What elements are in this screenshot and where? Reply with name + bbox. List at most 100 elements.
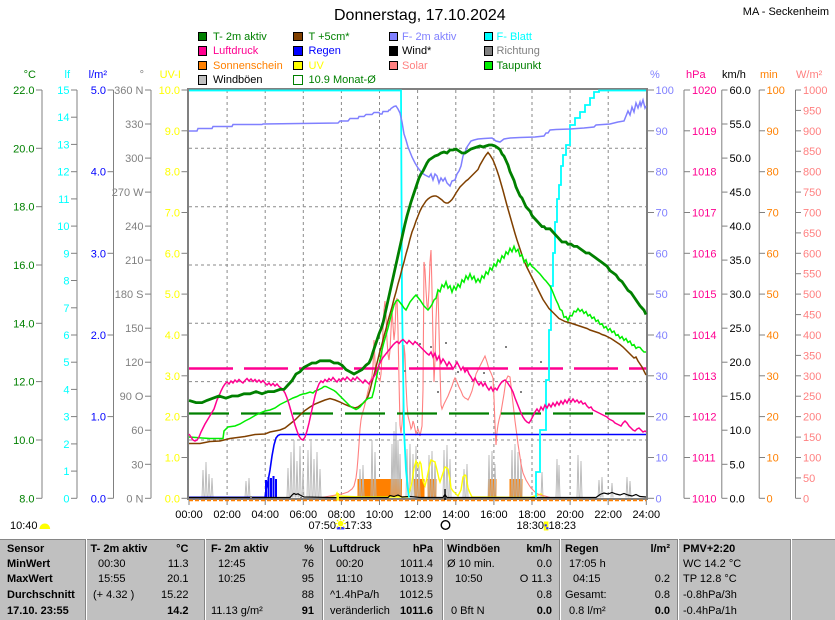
svg-text:850: 850 xyxy=(803,146,821,158)
svg-text:l/m²: l/m² xyxy=(89,69,108,81)
svg-text:20: 20 xyxy=(767,412,779,424)
svg-text:800: 800 xyxy=(803,167,821,179)
svg-text:40.0: 40.0 xyxy=(730,221,751,233)
svg-text:22:00: 22:00 xyxy=(594,509,622,521)
svg-text:1.0: 1.0 xyxy=(91,412,106,424)
svg-text:500: 500 xyxy=(803,289,821,301)
svg-text:4.0: 4.0 xyxy=(91,167,106,179)
svg-text:14.0: 14.0 xyxy=(13,318,34,330)
svg-text:5: 5 xyxy=(63,357,69,369)
svg-text:100: 100 xyxy=(656,85,674,97)
svg-text:250: 250 xyxy=(803,391,821,403)
svg-text:240: 240 xyxy=(125,221,143,233)
svg-text:24:00: 24:00 xyxy=(633,509,661,521)
svg-text:°C: °C xyxy=(24,69,36,81)
svg-text:16.0: 16.0 xyxy=(13,260,34,272)
svg-text:10:40: 10:40 xyxy=(10,520,38,532)
svg-text:50.0: 50.0 xyxy=(730,153,751,165)
svg-text:150: 150 xyxy=(125,323,143,335)
svg-text:1018: 1018 xyxy=(692,167,716,179)
svg-text:150: 150 xyxy=(803,432,821,444)
svg-text:360 N: 360 N xyxy=(114,85,143,97)
svg-text:40: 40 xyxy=(767,330,779,342)
svg-text:400: 400 xyxy=(803,330,821,342)
svg-text:30: 30 xyxy=(767,371,779,383)
svg-text:330: 330 xyxy=(125,119,143,131)
svg-text:15: 15 xyxy=(57,85,69,97)
svg-text:16:00: 16:00 xyxy=(480,509,508,521)
svg-text:15.0: 15.0 xyxy=(730,391,751,403)
svg-text:W/m²: W/m² xyxy=(796,69,823,81)
svg-text:12.0: 12.0 xyxy=(13,377,34,389)
svg-text:40: 40 xyxy=(656,330,668,342)
svg-text:8: 8 xyxy=(63,276,69,288)
svg-text:5.0: 5.0 xyxy=(165,289,180,301)
svg-text:200: 200 xyxy=(803,412,821,424)
svg-text:3.0: 3.0 xyxy=(91,248,106,260)
svg-text:1: 1 xyxy=(63,466,69,478)
svg-text:lf: lf xyxy=(65,69,71,81)
svg-text:1017: 1017 xyxy=(692,208,716,220)
svg-text:1012: 1012 xyxy=(692,412,716,424)
svg-text:00:00: 00:00 xyxy=(175,509,203,521)
svg-text:20:00: 20:00 xyxy=(556,509,584,521)
svg-text:90: 90 xyxy=(656,126,668,138)
svg-text:9.0: 9.0 xyxy=(165,126,180,138)
svg-text:100: 100 xyxy=(767,85,785,97)
svg-text:0: 0 xyxy=(767,493,773,505)
svg-text:1015: 1015 xyxy=(692,289,716,301)
svg-text:12: 12 xyxy=(57,167,69,179)
svg-text:04:00: 04:00 xyxy=(251,509,279,521)
svg-text:950: 950 xyxy=(803,105,821,117)
svg-text:100: 100 xyxy=(803,453,821,465)
svg-text:90: 90 xyxy=(767,126,779,138)
svg-text:8.0: 8.0 xyxy=(165,167,180,179)
svg-text:18:30: 18:30 xyxy=(516,520,544,532)
svg-text:80: 80 xyxy=(767,167,779,179)
svg-text:UV-I: UV-I xyxy=(160,69,181,81)
svg-text:5.0: 5.0 xyxy=(91,85,106,97)
svg-text:20.0: 20.0 xyxy=(730,357,751,369)
svg-text:10: 10 xyxy=(57,221,69,233)
svg-text:1019: 1019 xyxy=(692,126,716,138)
svg-text:3: 3 xyxy=(63,412,69,424)
svg-text:6: 6 xyxy=(63,330,69,342)
svg-text:30.0: 30.0 xyxy=(730,289,751,301)
svg-text:°: ° xyxy=(140,69,144,81)
svg-text:18.0: 18.0 xyxy=(13,202,34,214)
svg-text:10.0: 10.0 xyxy=(159,85,180,97)
svg-text:25.0: 25.0 xyxy=(730,323,751,335)
svg-text:350: 350 xyxy=(803,350,821,362)
svg-text:8.0: 8.0 xyxy=(19,493,34,505)
svg-text:55.0: 55.0 xyxy=(730,119,751,131)
svg-text:45.0: 45.0 xyxy=(730,187,751,199)
svg-text:70: 70 xyxy=(656,208,668,220)
svg-text:2.0: 2.0 xyxy=(165,412,180,424)
svg-text:0 N: 0 N xyxy=(126,493,143,505)
svg-text:11: 11 xyxy=(58,194,69,206)
svg-text:18:23: 18:23 xyxy=(549,520,577,532)
svg-text:0: 0 xyxy=(656,493,662,505)
svg-text:10: 10 xyxy=(656,453,668,465)
svg-text:10.0: 10.0 xyxy=(730,425,751,437)
svg-text:20: 20 xyxy=(656,412,668,424)
svg-text:0.0: 0.0 xyxy=(91,493,106,505)
svg-text:30: 30 xyxy=(131,459,143,471)
svg-text:60: 60 xyxy=(767,248,779,260)
svg-text:70: 70 xyxy=(767,208,779,220)
svg-text:08:00: 08:00 xyxy=(328,509,356,521)
svg-text:0.0: 0.0 xyxy=(165,493,180,505)
svg-text:06:00: 06:00 xyxy=(290,509,318,521)
svg-text:14:00: 14:00 xyxy=(442,509,470,521)
svg-text:50: 50 xyxy=(767,289,779,301)
svg-text:7: 7 xyxy=(63,303,69,315)
svg-text:50: 50 xyxy=(803,473,815,485)
svg-text:2.0: 2.0 xyxy=(91,330,106,342)
svg-text:0: 0 xyxy=(803,493,809,505)
svg-text:13: 13 xyxy=(57,139,69,151)
svg-text:60: 60 xyxy=(131,425,143,437)
svg-text:120: 120 xyxy=(125,357,143,369)
svg-text:650: 650 xyxy=(803,228,821,240)
svg-text:1010: 1010 xyxy=(692,493,716,505)
svg-text:7.0: 7.0 xyxy=(165,208,180,220)
